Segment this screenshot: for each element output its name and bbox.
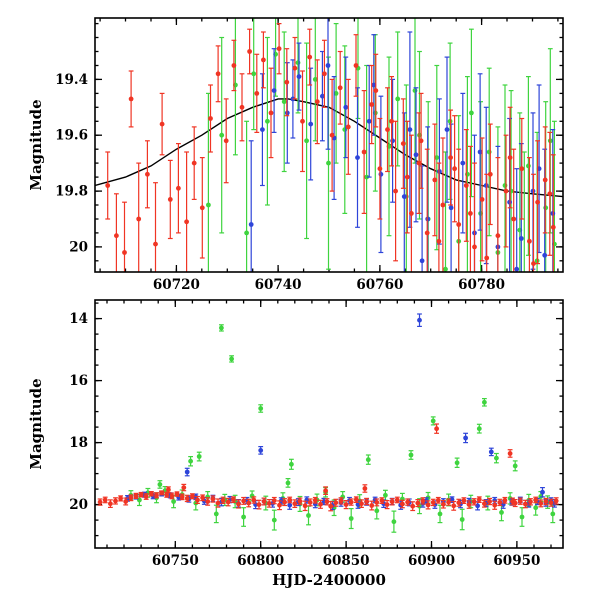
svg-text:60720: 60720 xyxy=(153,277,200,293)
svg-text:18: 18 xyxy=(69,435,88,451)
svg-text:60900: 60900 xyxy=(408,553,455,569)
svg-text:60800: 60800 xyxy=(237,553,284,569)
svg-text:60780: 60780 xyxy=(458,277,505,293)
svg-text:60950: 60950 xyxy=(493,553,540,569)
svg-text:19.8: 19.8 xyxy=(55,184,88,200)
svg-text:60760: 60760 xyxy=(356,277,403,293)
top-y-axis-label: Magnitude xyxy=(27,99,45,191)
x-axis-label: HJD-2400000 xyxy=(272,571,386,589)
svg-text:19.6: 19.6 xyxy=(55,128,88,144)
svg-text:60750: 60750 xyxy=(152,553,199,569)
svg-text:60740: 60740 xyxy=(255,277,302,293)
bottom-y-axis-label: Magnitude xyxy=(27,378,45,470)
svg-text:19.4: 19.4 xyxy=(55,72,88,88)
svg-text:16: 16 xyxy=(69,373,88,389)
svg-text:60850: 60850 xyxy=(323,553,370,569)
svg-text:20: 20 xyxy=(69,239,88,255)
svg-text:20: 20 xyxy=(69,497,88,513)
svg-text:14: 14 xyxy=(69,311,88,327)
